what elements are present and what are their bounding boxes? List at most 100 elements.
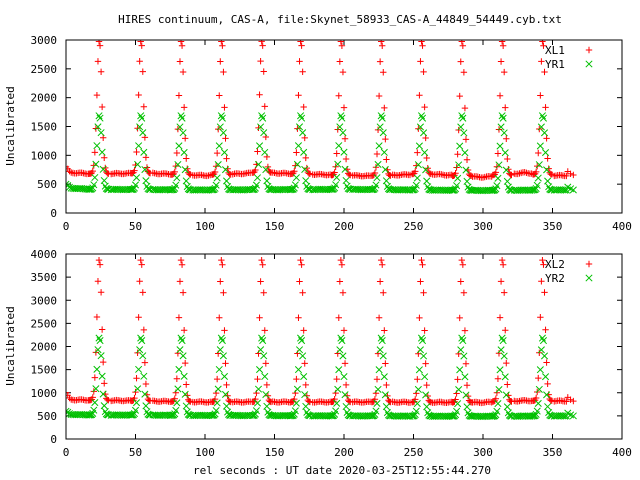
data-point (379, 352, 387, 360)
data-point (373, 399, 381, 407)
data-point (383, 156, 390, 163)
data-point (178, 261, 186, 268)
data-point (380, 373, 388, 381)
data-point (293, 160, 301, 168)
data-point (381, 104, 388, 112)
data-point (263, 381, 271, 389)
data-point (496, 92, 504, 99)
data-point (98, 103, 106, 111)
data-point (295, 314, 302, 321)
data-point (507, 186, 516, 194)
data-point (346, 185, 354, 193)
data-point (547, 186, 555, 194)
data-point (500, 289, 508, 296)
data-point (261, 103, 268, 110)
data-point (222, 135, 229, 142)
data-point (455, 386, 463, 394)
data-point (535, 374, 542, 382)
data-point (363, 412, 371, 420)
data-point (458, 40, 466, 45)
data-point (532, 394, 540, 402)
data-point (339, 68, 347, 76)
data-point (426, 186, 434, 194)
data-point (334, 385, 342, 393)
data-point (243, 186, 251, 194)
data-point (539, 114, 548, 122)
data-point (272, 186, 280, 194)
data-point (392, 412, 400, 420)
data-point (300, 148, 308, 156)
data-point (139, 129, 147, 137)
data-point (421, 327, 428, 334)
data-point (213, 399, 221, 407)
data-point (345, 412, 353, 420)
data-point (140, 326, 148, 334)
data-point (502, 391, 510, 399)
data-point (216, 314, 223, 321)
data-point (301, 391, 309, 399)
data-point (214, 161, 222, 169)
data-point (416, 314, 423, 322)
data-point (91, 173, 99, 182)
data-point (497, 278, 505, 285)
data-point (259, 337, 267, 345)
data-point (567, 396, 574, 403)
data-point (187, 398, 194, 405)
data-point (339, 129, 347, 137)
data-point (256, 142, 264, 150)
data-point (181, 390, 189, 398)
data-point (173, 399, 181, 407)
data-point (570, 397, 577, 405)
data-point (418, 256, 425, 264)
data-point (137, 40, 144, 45)
data-point (146, 397, 154, 405)
data-point (97, 352, 105, 360)
data-point (462, 166, 470, 174)
data-point (523, 169, 530, 176)
data-point (95, 112, 103, 120)
data-point (219, 129, 227, 137)
data-point (140, 148, 148, 156)
data-point (227, 186, 235, 194)
data-point (382, 360, 389, 367)
data-point (570, 171, 577, 179)
data-point (74, 185, 82, 193)
data-point (146, 170, 154, 177)
data-point (257, 346, 265, 354)
data-point (183, 381, 190, 388)
data-point (493, 389, 501, 396)
y-axis-label-bottom: Uncalibrated (4, 306, 17, 385)
data-point (141, 390, 149, 398)
data-point (305, 185, 313, 193)
data-point (181, 166, 189, 174)
data-point (182, 402, 190, 410)
data-point (213, 149, 221, 157)
data-point (496, 314, 504, 321)
data-point (216, 123, 224, 131)
data-point (538, 112, 546, 120)
data-point (296, 278, 303, 285)
data-point (186, 411, 194, 419)
data-point (538, 334, 546, 342)
data-point (499, 337, 507, 345)
data-point (261, 148, 269, 156)
data-point (548, 171, 556, 178)
data-point (294, 142, 303, 150)
data-point (300, 327, 307, 334)
data-point (494, 375, 502, 382)
data-point (563, 172, 570, 180)
data-point (497, 346, 505, 354)
data-point (422, 134, 429, 142)
data-point (414, 161, 422, 169)
data-point (540, 42, 547, 49)
data-point (217, 112, 225, 120)
data-point (133, 148, 140, 156)
x-tick-label: 400 (612, 220, 632, 233)
data-point (540, 352, 549, 360)
data-point (463, 156, 471, 163)
data-point (423, 177, 431, 185)
data-point (420, 352, 428, 360)
data-point (219, 261, 226, 268)
data-point (90, 181, 98, 189)
data-point (534, 174, 542, 182)
